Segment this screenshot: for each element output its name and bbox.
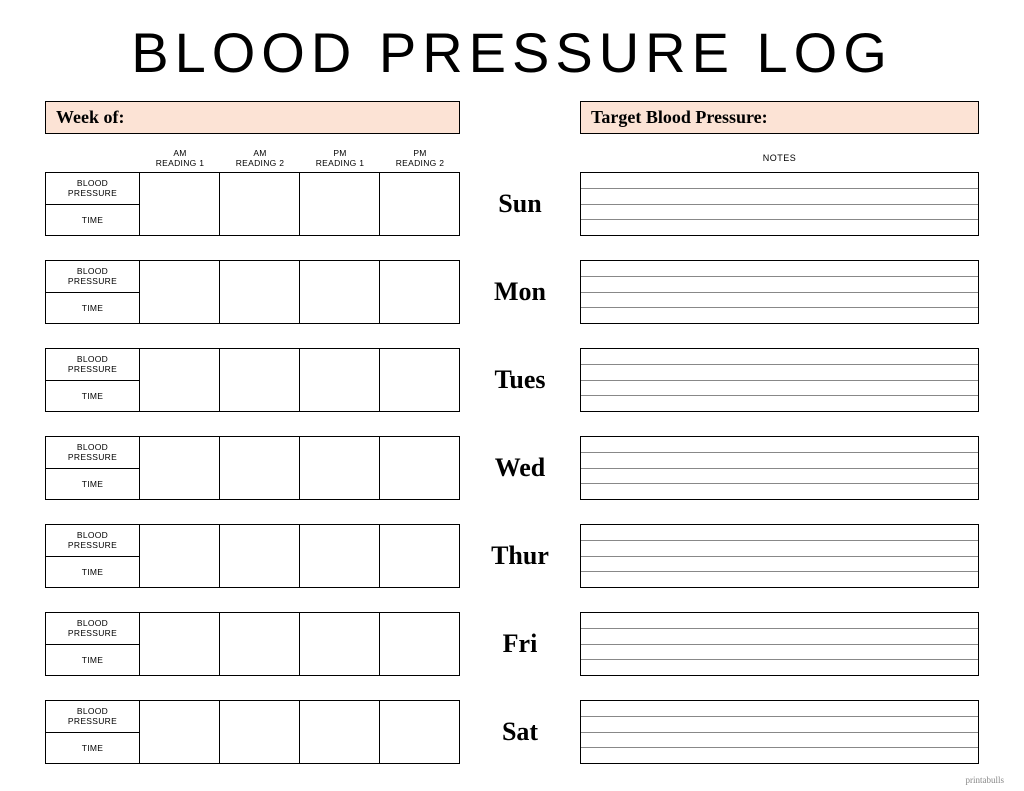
reading-cell[interactable] [220,349,300,411]
col-header-pm1: PMREADING 1 [300,144,380,172]
reading-cell[interactable] [220,261,300,323]
day-label: Tues [460,348,580,412]
day-label: Mon [460,260,580,324]
reading-cell[interactable] [300,525,380,587]
reading-cell[interactable] [220,173,300,235]
row-label-time: TIME [46,645,139,676]
day-label: Sat [460,700,580,764]
day-row: BLOODPRESSURETIMETues [45,348,979,412]
row-label-time: TIME [46,557,139,588]
day-row: BLOODPRESSURETIMESat [45,700,979,764]
reading-cell[interactable] [300,701,380,763]
reading-cell[interactable] [380,173,459,235]
reading-cell[interactable] [220,525,300,587]
target-bp-box[interactable]: Target Blood Pressure: [580,101,979,134]
reading-cell[interactable] [140,349,220,411]
row-label-bp: BLOODPRESSURE [46,613,139,645]
reading-cell[interactable] [220,437,300,499]
col-header-pm2: PMREADING 2 [380,144,460,172]
day-label: Fri [460,612,580,676]
day-row: BLOODPRESSURETIMEMon [45,260,979,324]
reading-table: BLOODPRESSURETIME [45,612,460,676]
row-label-time: TIME [46,205,139,236]
day-label: Sun [460,172,580,236]
row-label-time: TIME [46,381,139,412]
notes-box[interactable] [580,348,979,412]
reading-cell[interactable] [300,349,380,411]
day-label: Thur [460,524,580,588]
row-label-time: TIME [46,293,139,324]
reading-cell[interactable] [300,437,380,499]
reading-cell[interactable] [140,437,220,499]
reading-cell[interactable] [300,613,380,675]
header-row: Week of: Target Blood Pressure: [45,101,979,134]
reading-table: BLOODPRESSURETIME [45,172,460,236]
reading-cell[interactable] [380,261,459,323]
day-row: BLOODPRESSURETIMESun [45,172,979,236]
week-of-box[interactable]: Week of: [45,101,460,134]
page-title: BLOOD PRESSURE LOG [45,20,979,85]
reading-cell[interactable] [380,613,459,675]
reading-cell[interactable] [380,701,459,763]
row-label-bp: BLOODPRESSURE [46,349,139,381]
notes-box[interactable] [580,700,979,764]
row-label-time: TIME [46,733,139,764]
row-label-time: TIME [46,469,139,500]
reading-cell[interactable] [300,173,380,235]
day-row: BLOODPRESSURETIMEThur [45,524,979,588]
reading-cell[interactable] [140,701,220,763]
notes-box[interactable] [580,172,979,236]
reading-cell[interactable] [140,173,220,235]
watermark: printabulls [966,775,1005,785]
day-row: BLOODPRESSURETIMEFri [45,612,979,676]
reading-cell[interactable] [380,349,459,411]
row-label-bp: BLOODPRESSURE [46,701,139,733]
notes-box[interactable] [580,524,979,588]
day-label: Wed [460,436,580,500]
col-header-am2: AMREADING 2 [220,144,300,172]
reading-cell[interactable] [220,613,300,675]
reading-cell[interactable] [140,613,220,675]
row-label-bp: BLOODPRESSURE [46,525,139,557]
notes-box[interactable] [580,436,979,500]
reading-table: BLOODPRESSURETIME [45,260,460,324]
reading-table: BLOODPRESSURETIME [45,436,460,500]
reading-cell[interactable] [140,525,220,587]
reading-table: BLOODPRESSURETIME [45,524,460,588]
reading-table: BLOODPRESSURETIME [45,348,460,412]
col-header-am1: AMREADING 1 [140,144,220,172]
reading-cell[interactable] [380,437,459,499]
notes-box[interactable] [580,260,979,324]
notes-column-header: NOTES [580,144,979,172]
row-label-bp: BLOODPRESSURE [46,261,139,293]
row-label-bp: BLOODPRESSURE [46,437,139,469]
day-row: BLOODPRESSURETIMEWed [45,436,979,500]
notes-box[interactable] [580,612,979,676]
column-headers: AMREADING 1 AMREADING 2 PMREADING 1 PMRE… [45,144,979,172]
reading-cell[interactable] [300,261,380,323]
reading-cell[interactable] [140,261,220,323]
reading-table: BLOODPRESSURETIME [45,700,460,764]
row-label-bp: BLOODPRESSURE [46,173,139,205]
reading-cell[interactable] [380,525,459,587]
days-container: BLOODPRESSURETIMESunBLOODPRESSURETIMEMon… [45,172,979,764]
reading-cell[interactable] [220,701,300,763]
